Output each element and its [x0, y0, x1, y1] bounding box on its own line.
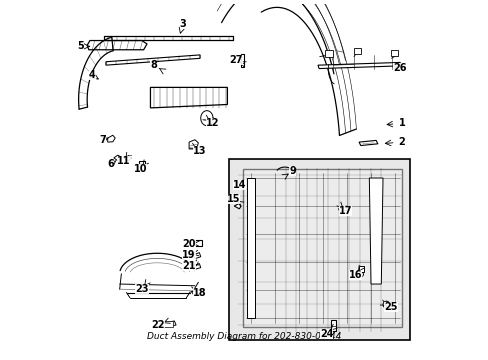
Polygon shape [107, 135, 115, 142]
Bar [162, 321, 172, 327]
Text: 1: 1 [398, 118, 405, 128]
Text: 17: 17 [338, 206, 351, 216]
Polygon shape [161, 321, 176, 328]
Bar [390, 50, 398, 55]
Bar [331, 320, 336, 331]
Polygon shape [193, 253, 200, 259]
Polygon shape [247, 178, 254, 318]
Text: 10: 10 [133, 165, 146, 175]
Text: 22: 22 [151, 320, 165, 330]
Text: 23: 23 [135, 284, 148, 294]
Polygon shape [124, 156, 131, 161]
Polygon shape [189, 140, 198, 149]
Text: 6: 6 [107, 159, 114, 169]
Bar [359, 266, 363, 272]
Text: 25: 25 [384, 302, 397, 312]
Text: 8: 8 [150, 60, 157, 70]
Polygon shape [106, 55, 200, 65]
Polygon shape [368, 178, 382, 284]
Polygon shape [317, 62, 400, 68]
Text: 26: 26 [392, 63, 406, 73]
Polygon shape [87, 41, 147, 50]
Bar [195, 240, 202, 246]
Bar [324, 50, 333, 57]
Text: 24: 24 [319, 329, 333, 339]
Text: 13: 13 [192, 146, 205, 156]
Text: 20: 20 [182, 239, 196, 249]
Polygon shape [192, 264, 200, 270]
Text: 4: 4 [89, 71, 96, 80]
Text: 18: 18 [193, 288, 206, 298]
Text: 16: 16 [348, 270, 362, 280]
Text: 2: 2 [398, 137, 405, 147]
Text: 27: 27 [229, 55, 242, 65]
Polygon shape [150, 87, 227, 108]
Text: 15: 15 [226, 194, 240, 203]
Polygon shape [191, 289, 202, 295]
Text: 14: 14 [232, 180, 245, 190]
Text: 9: 9 [288, 166, 295, 176]
Text: 12: 12 [206, 118, 219, 127]
Bar [353, 48, 361, 54]
Polygon shape [338, 206, 347, 212]
Bar [241, 54, 244, 67]
Text: 21: 21 [182, 261, 196, 271]
Text: 3: 3 [179, 19, 186, 29]
Polygon shape [358, 140, 377, 145]
Text: 7: 7 [99, 135, 106, 145]
Polygon shape [234, 203, 241, 209]
Text: 11: 11 [117, 156, 131, 166]
Bar [229, 159, 409, 341]
Text: Duct Assembly Diagram for 202-830-00-44: Duct Assembly Diagram for 202-830-00-44 [147, 333, 341, 342]
Text: 5: 5 [77, 41, 83, 51]
Polygon shape [243, 170, 401, 327]
Text: 19: 19 [182, 250, 196, 260]
Polygon shape [114, 155, 121, 161]
